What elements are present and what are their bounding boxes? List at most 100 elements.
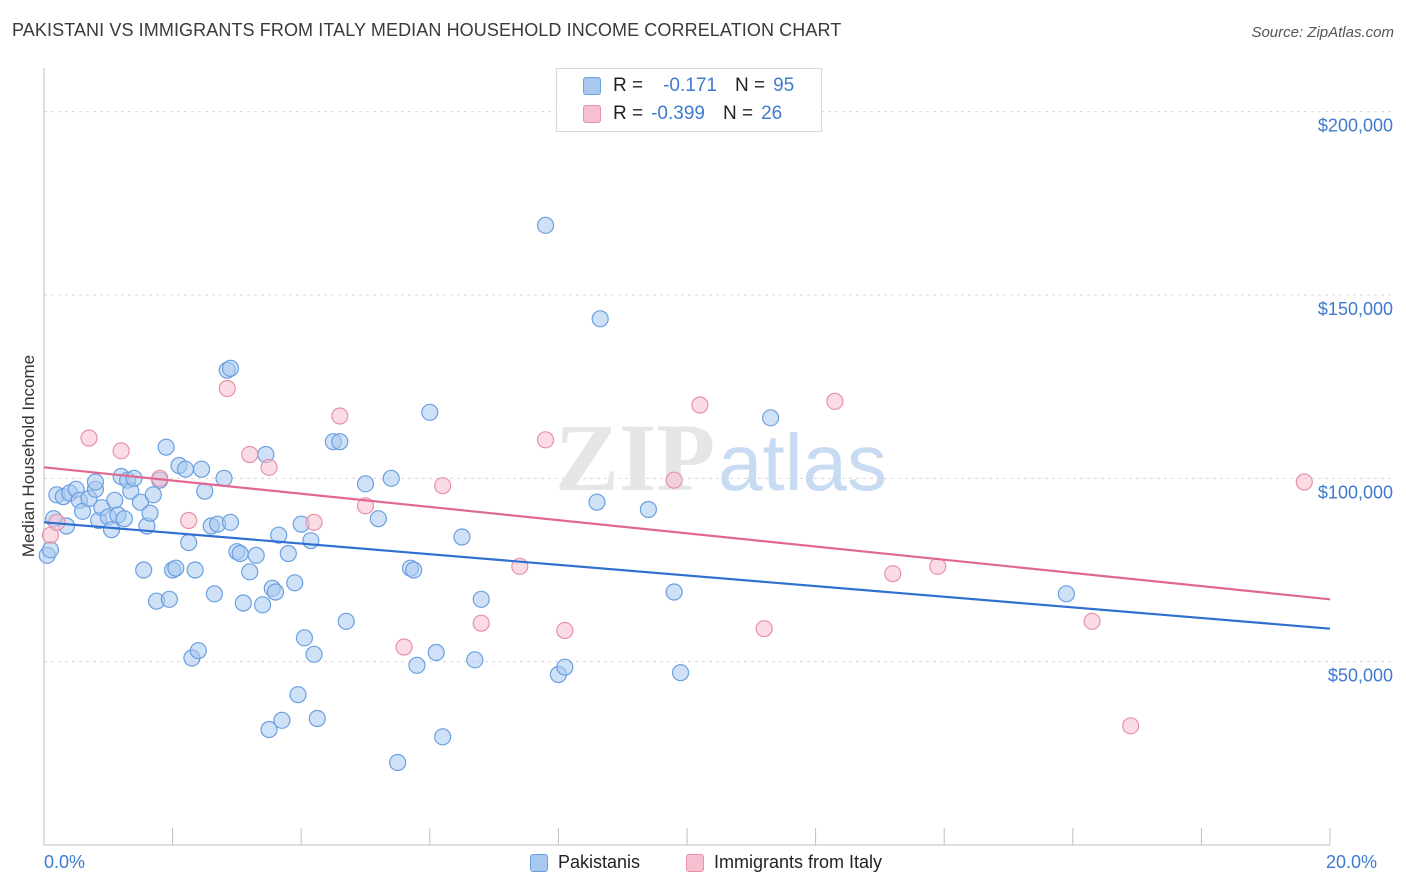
- point-italy: [1295, 473, 1313, 491]
- point-italy: [536, 431, 555, 449]
- legend-n-value: 26: [761, 103, 783, 124]
- point-pakistanis: [167, 559, 185, 577]
- point-pakistanis: [102, 521, 121, 539]
- x-tick-label-max: 20.0%: [1326, 852, 1378, 872]
- point-pakistanis: [427, 643, 445, 662]
- bottom-legend-label-italy: Immigrants from Italy: [714, 852, 883, 872]
- point-pakistanis: [186, 561, 204, 579]
- point-pakistanis: [86, 473, 105, 491]
- y-tick-label: $50,000: [1328, 666, 1393, 686]
- point-pakistanis: [356, 475, 375, 493]
- point-italy: [1083, 612, 1101, 630]
- y-tick-label: $150,000: [1318, 299, 1393, 319]
- legend-n-label: N =: [722, 103, 754, 124]
- point-italy: [331, 407, 349, 425]
- legend-r-value: -0.399: [651, 103, 705, 124]
- point-pakistanis: [472, 590, 490, 608]
- legend-n-label: N =: [734, 75, 766, 96]
- point-italy: [755, 620, 773, 638]
- point-pakistanis: [421, 403, 439, 421]
- watermark: ZIP atlas: [555, 404, 887, 511]
- legend-swatch-pakistanis: [583, 77, 601, 95]
- legend-row-italy: R = -0.399 N = 26: [583, 101, 782, 127]
- point-pakistanis: [131, 493, 150, 511]
- chart-title: PAKISTANI VS IMMIGRANTS FROM ITALY MEDIA…: [12, 20, 842, 40]
- point-pakistanis: [639, 500, 658, 519]
- trend-line-pakistanis: [43, 521, 1331, 630]
- point-pakistanis: [247, 546, 265, 564]
- watermark-atlas: atlas: [718, 418, 887, 507]
- y-tick-label: $200,000: [1318, 116, 1393, 136]
- point-italy: [556, 621, 574, 640]
- point-pakistanis: [466, 651, 484, 669]
- bottom-legend-italy: Immigrants from Italy: [686, 852, 882, 873]
- point-pakistanis: [665, 583, 683, 601]
- point-pakistanis: [234, 594, 252, 612]
- point-italy: [1122, 717, 1140, 735]
- point-pakistanis: [337, 612, 355, 630]
- legend-swatch-italy: [583, 105, 601, 123]
- data-points: [38, 216, 1313, 772]
- point-italy: [241, 445, 259, 464]
- legend-n-value: 95: [773, 75, 795, 96]
- point-pakistanis: [157, 438, 175, 456]
- point-pakistanis: [254, 596, 272, 614]
- point-pakistanis: [144, 486, 162, 504]
- point-pakistanis: [308, 709, 326, 728]
- grid-lines: [44, 111, 1395, 663]
- point-pakistanis: [125, 469, 143, 487]
- point-pakistanis: [289, 686, 307, 704]
- point-pakistanis: [196, 482, 214, 500]
- point-pakistanis: [266, 583, 285, 601]
- point-pakistanis: [453, 528, 471, 546]
- point-pakistanis: [221, 513, 240, 531]
- legend-row-pakistanis: R = -0.171 N = 95: [583, 73, 794, 99]
- point-pakistanis: [588, 493, 606, 511]
- axes: [43, 68, 1331, 846]
- point-pakistanis: [205, 585, 223, 603]
- point-pakistanis: [279, 544, 297, 563]
- point-pakistanis: [260, 720, 278, 739]
- point-italy: [434, 477, 452, 495]
- point-italy: [395, 638, 413, 656]
- point-pakistanis: [241, 563, 259, 581]
- point-pakistanis: [405, 561, 423, 579]
- point-pakistanis: [331, 433, 349, 451]
- x-tick-label-min: 0.0%: [44, 852, 86, 872]
- point-pakistanis: [295, 629, 314, 647]
- point-italy: [884, 565, 902, 583]
- point-pakistanis: [408, 656, 426, 674]
- point-pakistanis: [302, 532, 320, 550]
- point-pakistanis: [273, 711, 291, 729]
- point-pakistanis: [369, 510, 387, 528]
- point-pakistanis: [176, 460, 195, 478]
- point-italy: [260, 458, 278, 476]
- bottom-legend-pakistanis: Pakistanis: [530, 852, 640, 873]
- bottom-legend-swatch-italy: [686, 853, 704, 872]
- point-pakistanis: [106, 491, 124, 509]
- point-italy: [305, 513, 323, 531]
- y-tick-labels: $50,000 $100,000 $150,000 $200,000: [1318, 116, 1393, 686]
- point-pakistanis: [389, 753, 407, 772]
- point-pakistanis: [270, 526, 288, 544]
- legend-r-label: R =: [613, 75, 644, 96]
- point-pakistanis: [591, 310, 609, 328]
- legend-r-label: R =: [613, 103, 644, 124]
- point-pakistanis: [671, 664, 690, 682]
- point-pakistanis: [1057, 585, 1075, 603]
- point-pakistanis: [192, 460, 211, 478]
- point-pakistanis: [221, 359, 240, 377]
- point-pakistanis: [41, 541, 60, 559]
- point-italy: [80, 429, 98, 447]
- point-pakistanis: [135, 561, 153, 579]
- point-pakistanis: [382, 469, 400, 487]
- legend: R = -0.171 N = 95 R = -0.399 N = 26: [556, 68, 822, 132]
- watermark-zip: ZIP: [555, 404, 715, 511]
- point-pakistanis: [141, 504, 159, 522]
- bottom-legend-label-pakistanis: Pakistanis: [558, 852, 641, 872]
- point-pakistanis: [115, 510, 133, 528]
- point-pakistanis: [305, 645, 323, 663]
- trend-line-italy: [43, 466, 1331, 601]
- point-pakistanis: [761, 409, 780, 427]
